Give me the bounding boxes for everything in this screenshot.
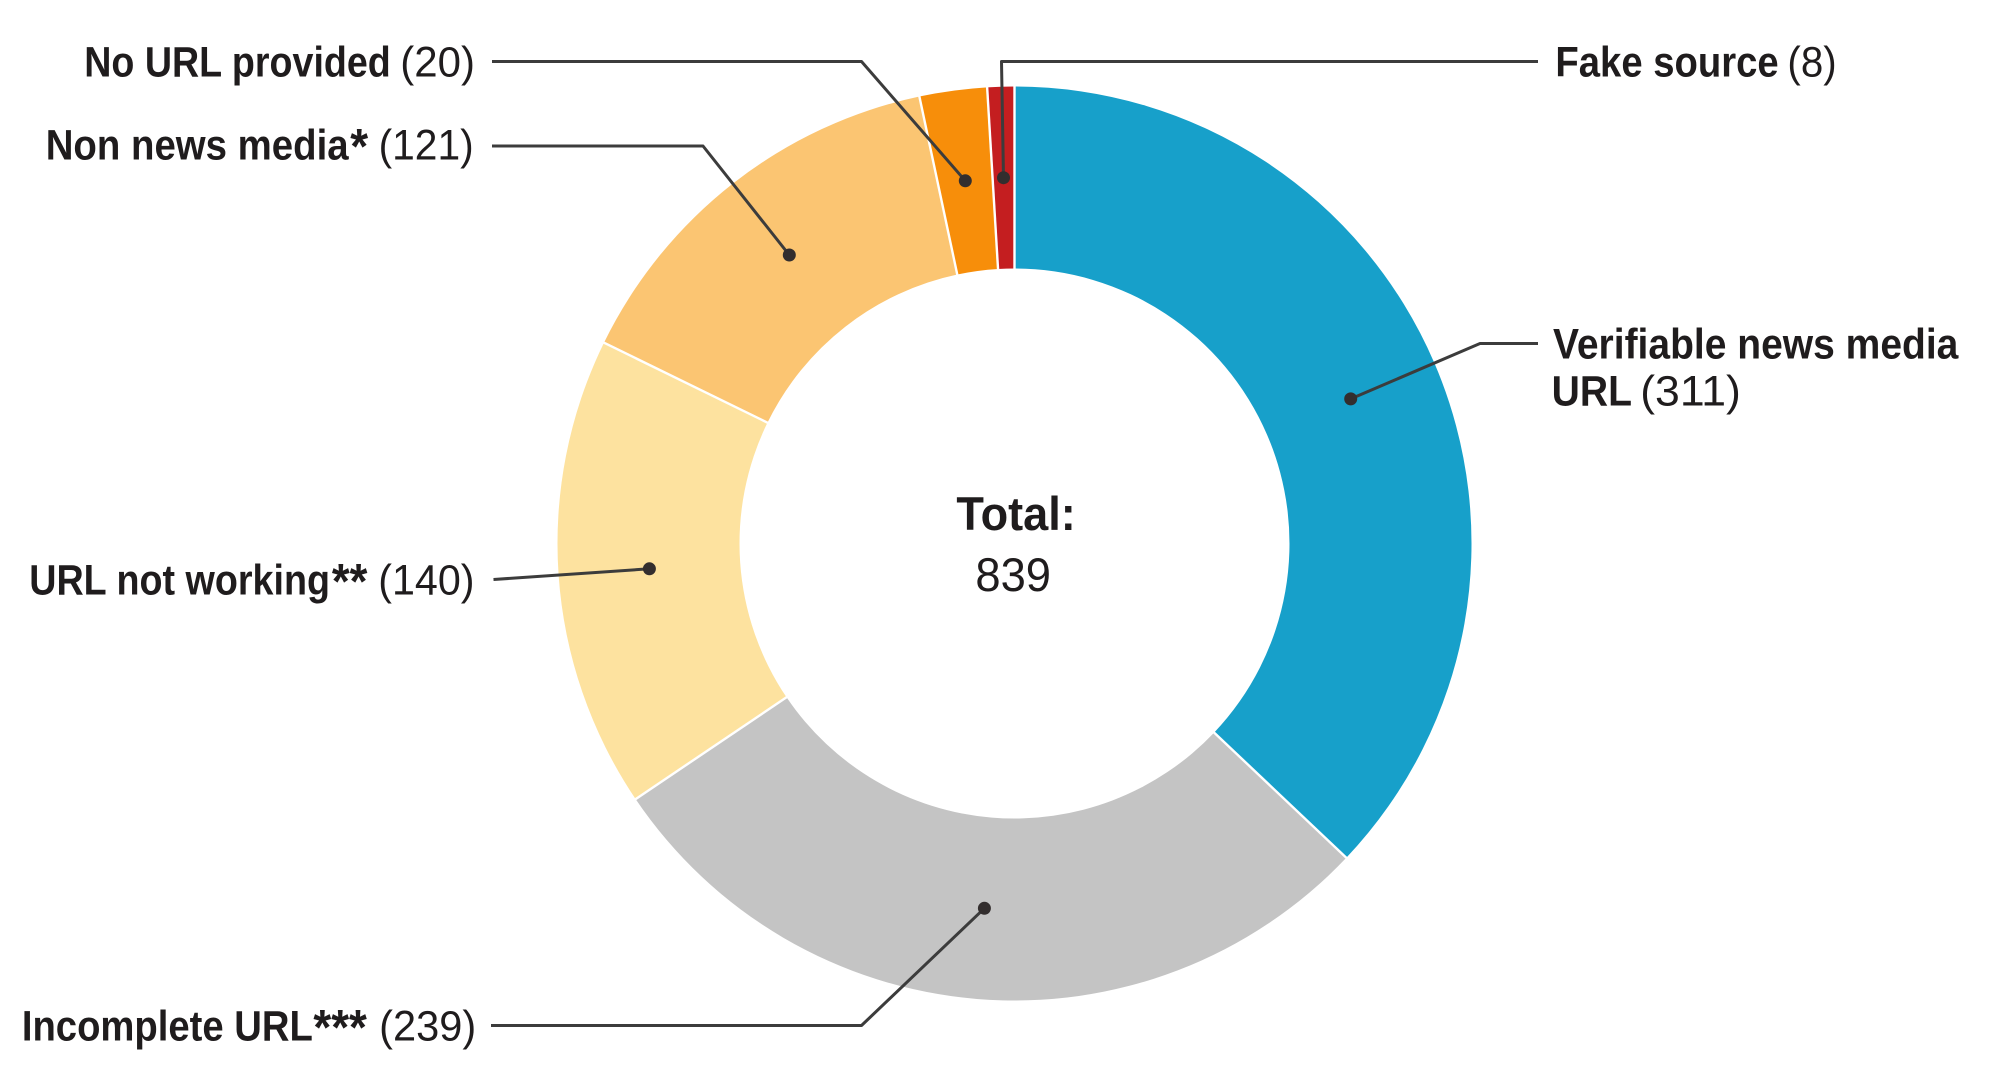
svg-text:(311): (311) (1640, 367, 1741, 415)
svg-text:***: *** (313, 1001, 367, 1056)
svg-text:URL not working: URL not working (29, 555, 330, 604)
svg-text:(121): (121) (379, 120, 474, 168)
svg-text:Verifiable news media: Verifiable news media (1553, 320, 1959, 368)
svg-text:**: ** (332, 555, 368, 610)
svg-text:(239): (239) (379, 1002, 476, 1050)
svg-text:Total:: Total: (956, 487, 1075, 540)
svg-text:Fake source: Fake source (1555, 37, 1778, 86)
svg-text:*: * (350, 120, 368, 175)
svg-text:No URL provided: No URL provided (84, 37, 391, 86)
svg-text:(20): (20) (400, 39, 475, 87)
svg-text:URL: URL (1552, 367, 1632, 415)
svg-text:(8): (8) (1787, 37, 1836, 86)
svg-text:839: 839 (975, 548, 1051, 601)
svg-text:(140): (140) (378, 556, 474, 604)
svg-text:Non news media: Non news media (46, 120, 349, 169)
svg-text:Incomplete URL: Incomplete URL (22, 1001, 313, 1050)
